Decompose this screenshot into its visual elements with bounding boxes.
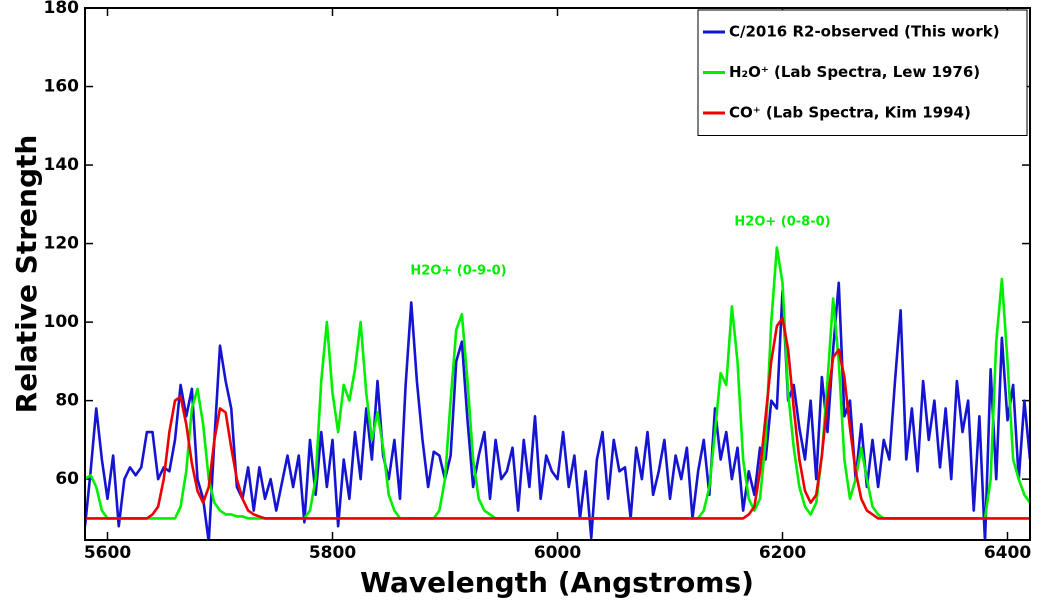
x-tick-label: 6400	[984, 543, 1031, 563]
annotation: H2O+ (0-9-0)	[410, 264, 506, 279]
y-tick-label: 100	[44, 312, 80, 332]
series-line	[85, 316, 1030, 520]
x-tick-label: 5800	[309, 543, 356, 563]
y-tick-label: 140	[44, 155, 80, 175]
y-tick-label: 80	[55, 391, 79, 411]
x-axis-title: Wavelength (Angstroms)	[360, 566, 754, 599]
plot-lines	[85, 246, 1030, 540]
legend-box	[697, 9, 1028, 136]
legend-label: H₂O⁺ (Lab Spectra, Lew 1976)	[729, 63, 980, 81]
x-tick-label: 5600	[84, 543, 131, 563]
legend-label: CO⁺ (Lab Spectra, Kim 1994)	[729, 104, 971, 122]
x-tick-label: 6200	[759, 543, 806, 563]
plot-frame	[84, 7, 1031, 541]
x-tick-label: 6000	[534, 543, 581, 563]
legend-label: C/2016 R2-observed (This work)	[729, 23, 1000, 41]
y-tick-label: 160	[44, 77, 80, 97]
y-tick-label: 180	[44, 0, 80, 18]
y-axis-title: Relative Strength	[10, 135, 43, 414]
y-tick-label: 120	[44, 234, 80, 254]
y-tick-label: 60	[55, 469, 79, 489]
annotation: H2O+ (0-8-0)	[734, 214, 830, 229]
